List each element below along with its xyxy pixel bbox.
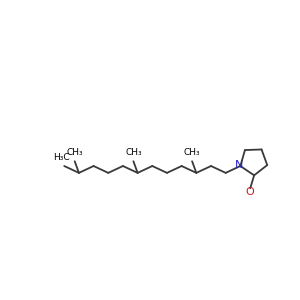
Text: CH₃: CH₃ xyxy=(66,148,83,158)
Text: N: N xyxy=(235,160,243,170)
Text: CH₃: CH₃ xyxy=(125,148,142,158)
Text: H₃C: H₃C xyxy=(54,153,70,162)
Text: CH₃: CH₃ xyxy=(184,148,200,158)
Text: O: O xyxy=(246,188,255,197)
